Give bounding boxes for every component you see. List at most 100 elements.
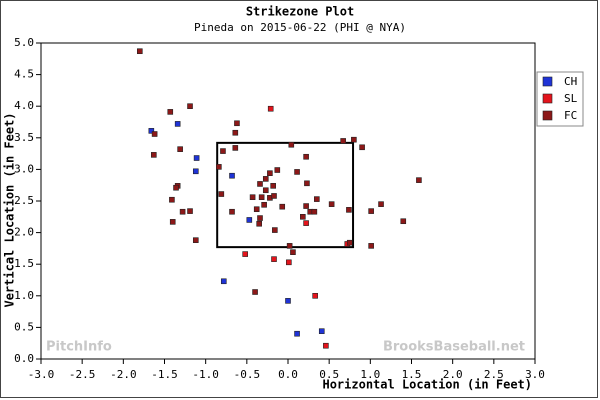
point: [340, 138, 346, 144]
point: [279, 203, 286, 210]
chart-title: Strikezone Plot: [246, 5, 354, 19]
point: [290, 249, 296, 255]
point: [267, 105, 274, 112]
point: [262, 187, 269, 194]
point: [174, 121, 181, 127]
point: [148, 128, 155, 134]
point: [167, 109, 174, 115]
point: [303, 220, 309, 226]
point: [220, 278, 227, 285]
point: [234, 120, 240, 127]
point: [256, 220, 262, 227]
point: [286, 259, 292, 266]
point: [400, 218, 407, 225]
point: [262, 176, 269, 182]
point: [218, 191, 225, 197]
x-tick-label: -2.5: [69, 368, 96, 381]
point: [193, 155, 200, 161]
legend-swatch: [542, 110, 553, 121]
watermark: BrooksBaseball.net: [383, 340, 525, 355]
point: [192, 168, 199, 175]
point: [416, 177, 422, 183]
point: [220, 148, 226, 154]
y-tick-label: 0.0: [14, 352, 34, 365]
point: [323, 342, 329, 349]
point: [303, 203, 309, 209]
point: [150, 152, 157, 158]
point: [351, 136, 357, 143]
point: [232, 145, 239, 151]
point: [252, 289, 258, 295]
point: [346, 239, 353, 246]
x-tick-label: 0.0: [278, 368, 298, 381]
point: [328, 201, 335, 207]
point: [192, 237, 199, 243]
point: [294, 169, 300, 175]
point: [257, 181, 263, 187]
y-tick-label: 5.0: [14, 36, 34, 49]
point: [368, 208, 374, 214]
y-axis-label: Vertical Location (in Feet): [3, 112, 17, 307]
strike-zone: [216, 141, 355, 249]
y-tick-label: 1.0: [14, 289, 34, 302]
point: [267, 170, 273, 176]
point: [359, 144, 365, 151]
x-tick-label: -2.0: [110, 368, 137, 381]
point: [253, 206, 260, 213]
x-tick-label: 0.5: [319, 368, 339, 381]
point: [300, 214, 306, 220]
x-tick-label: -0.5: [234, 368, 261, 381]
y-tick-label: 3.5: [14, 131, 34, 144]
point: [288, 141, 295, 148]
point: [229, 208, 235, 215]
point: [312, 292, 318, 299]
x-tick-label: 1.0: [360, 368, 380, 381]
point: [274, 167, 281, 173]
point: [187, 103, 193, 109]
point: [242, 251, 248, 257]
point: [314, 196, 320, 202]
point: [271, 193, 277, 199]
x-axis-label: Horizontal Location (in Feet): [322, 378, 532, 392]
legend-label: FC: [564, 109, 577, 122]
point: [285, 298, 291, 304]
point: [311, 208, 318, 215]
point: [169, 219, 176, 225]
point: [304, 180, 310, 187]
point: [187, 208, 193, 214]
x-tick-label: 2.0: [443, 368, 463, 381]
legend-label: SL: [564, 92, 578, 105]
point: [378, 201, 384, 207]
legend-swatch: [542, 93, 553, 104]
point: [229, 172, 235, 179]
y-tick-label: 0.5: [14, 320, 34, 333]
x-tick-label: -1.0: [192, 368, 219, 381]
point: [173, 184, 179, 191]
point: [216, 164, 222, 170]
watermark: PitchInfo: [46, 340, 112, 355]
chart-subtitle: Pineda on 2015-06-22 (PHI @ NYA): [194, 21, 406, 34]
x-tick-label: 3.0: [525, 368, 545, 381]
point: [232, 129, 239, 136]
point: [258, 194, 265, 201]
point: [169, 196, 175, 203]
y-tick-label: 3.0: [14, 162, 34, 175]
point: [368, 243, 374, 249]
point: [272, 227, 278, 233]
point: [151, 131, 158, 137]
point: [261, 201, 267, 208]
point: [179, 208, 186, 215]
point: [249, 194, 256, 201]
point: [246, 217, 253, 223]
point: [303, 153, 309, 160]
legend-swatch: [542, 76, 553, 87]
point: [346, 207, 352, 213]
x-tick-label: -1.5: [151, 368, 178, 381]
legend-label: CH: [564, 75, 577, 88]
x-tick-label: 1.5: [402, 368, 422, 381]
point: [294, 330, 300, 337]
point: [286, 243, 293, 249]
y-tick-label: 4.0: [14, 99, 34, 112]
point: [270, 183, 276, 189]
